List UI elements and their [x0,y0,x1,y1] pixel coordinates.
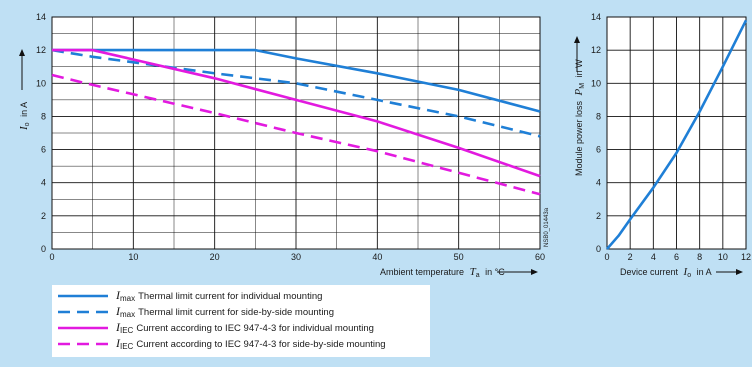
left-series-line-2 [51,48,541,138]
right-y-tick-label: 12 [591,45,601,55]
legend-box [52,285,430,357]
left-x-axis-arrowhead [531,269,538,275]
left-y-tick-label: 4 [41,178,46,188]
left-y-tick-label: 8 [41,111,46,121]
right-chart: 0 2 4 6 8 10 12 0 2 4 6 8 10 12 14 [591,12,751,262]
left-plot-frame [51,16,541,250]
left-chart: 0 10 20 30 40 50 60 0 2 4 6 8 10 12 14 [36,12,545,262]
right-x-axis-title: Device current Io in A [620,266,712,279]
left-x-tick-label: 10 [128,252,138,262]
left-y-tick-label: 0 [41,244,46,254]
left-y-axis-title: Io in A [18,102,31,131]
left-y-tick-label: 12 [36,45,46,55]
left-x-tick-label: 20 [210,252,220,262]
right-series-line-1 [606,19,748,250]
left-y-tick-label: 10 [36,78,46,88]
right-x-tick-label: 4 [651,252,656,262]
left-y-tick-label: 2 [41,211,46,221]
legend: Imax Thermal limit current for individual… [58,288,386,351]
left-y-tick-label: 14 [36,12,46,22]
right-x-tick-label: 12 [741,252,751,262]
right-x-tick-label: 10 [718,252,728,262]
legend-entry-4: IIEC Current according to IEC 947-4-3 for… [115,336,386,351]
right-y-tick-label: 6 [596,145,601,155]
figure-code: NSB0_01443a [544,207,550,247]
legend-entry-1: Imax Thermal limit current for individual… [115,288,322,303]
left-series-line-3 [52,48,541,178]
right-y-tick-label: 10 [591,78,601,88]
legend-entry-2: Imax Thermal limit current for side-by-si… [115,304,334,319]
left-y-tick-label: 6 [41,145,46,155]
left-x-axis-title: Ambient temperature Ta in °C [380,266,505,279]
right-y-tick-label: 8 [596,111,601,121]
left-series-line-4 [51,73,541,196]
right-plot-frame [606,16,747,250]
right-x-tick-label: 2 [628,252,633,262]
left-series-line-1 [52,48,541,113]
left-x-tick-label: 60 [535,252,545,262]
right-y-tick-label: 14 [591,12,601,22]
right-y-tick-label: 4 [596,178,601,188]
legend-entry-3: IIEC Current according to IEC 947-4-3 for… [115,320,374,335]
left-x-tick-label: 30 [291,252,301,262]
left-y-axis-arrowhead [19,49,25,56]
right-y-tick-label: 2 [596,211,601,221]
right-y-axis-title: Module power loss PM in W [573,59,586,176]
left-x-tick-label: 0 [49,252,54,262]
right-y-tick-label: 0 [596,244,601,254]
right-x-tick-label: 0 [604,252,609,262]
right-x-tick-label: 6 [674,252,679,262]
right-x-axis-arrowhead [736,269,743,275]
left-x-tick-label: 50 [454,252,464,262]
right-y-axis-arrowhead [574,36,580,43]
left-x-tick-label: 40 [372,252,382,262]
right-x-tick-label: 8 [697,252,702,262]
